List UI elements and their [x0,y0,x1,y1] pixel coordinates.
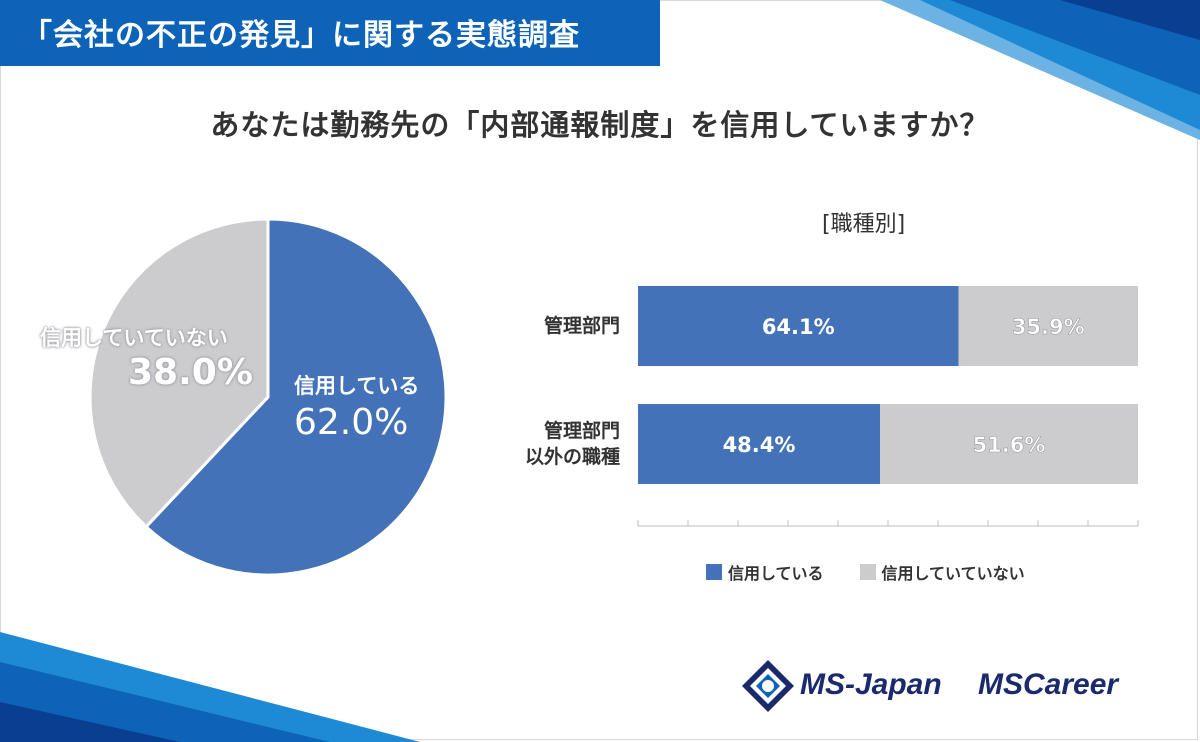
bar-category-label: 管理部門 [490,313,620,339]
bar-segment-trust [638,404,880,484]
bar-chart-title: [職種別] [822,212,906,237]
legend-label-trust: 信用している [728,564,824,583]
bar-segment-not-trust [880,404,1138,484]
ms-career-logo-text: MSCareer [978,668,1119,701]
legend-item-not-trust: 信用していていない [859,560,1025,584]
corner-decoration-top [880,0,1200,140]
corner-decoration-bottom [0,632,420,742]
pie-slice-not-trust [88,217,270,529]
header-banner: 「会社の不正の発見」に関する実態調査 [0,0,660,66]
pie-chart [88,217,448,577]
bar-data-label: 51.6% [973,433,1046,457]
bar-category-line: 以外の職種 [524,446,620,468]
ms-japan-logo-icon [742,660,794,712]
header-title: 「会社の不正の発見」に関する実態調査 [22,18,580,53]
bar-data-label: 48.4% [723,433,796,457]
legend-swatch-trust [706,564,722,580]
legend-item-trust: 信用している [706,560,824,584]
bar-segment-not-trust [958,286,1138,366]
bar-data-label: 35.9% [1012,315,1085,339]
bar-data-label: 64.1% [762,315,835,339]
bar-legend: 信用している 信用していていない [706,560,1025,584]
survey-question: あなたは勤務先の「内部通報制度」を信用していますか？ [210,108,990,142]
pie-label-trust: 信用している [294,374,420,398]
pie-slice-trust [144,217,448,577]
bar-category-line: 管理部門 [543,420,620,442]
bar-segment-trust [638,286,959,366]
pie-value-trust: 62.0% [294,402,409,443]
ms-japan-logo-text: MS-Japan [800,668,942,701]
bar-chart: 64.1% 35.9% 48.4% 51.6% [637,286,1139,527]
bar-category-line: 管理部門 [543,315,620,337]
bar-category-label: 管理部門 以外の職種 [490,418,620,470]
pie-label-not-trust: 信用していていない [40,326,228,350]
legend-label-not-trust: 信用していていない [881,564,1025,583]
legend-swatch-not-trust [859,564,876,580]
pie-value-not-trust: 38.0% [128,352,253,393]
